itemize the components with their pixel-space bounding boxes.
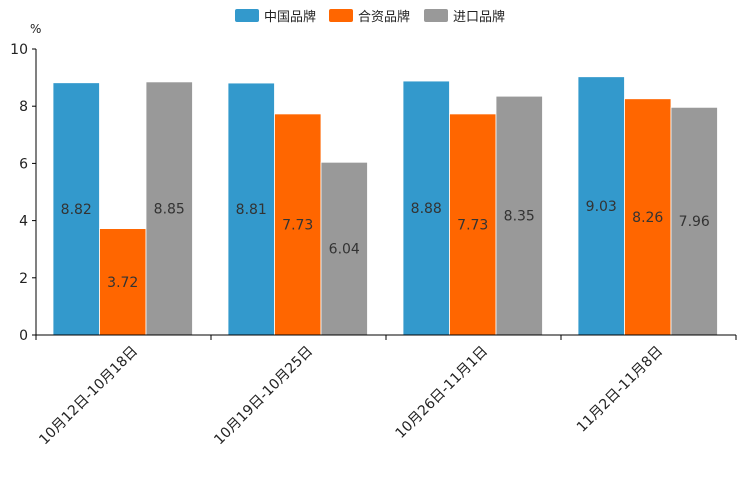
x-category-label: 10月12日-10月18日 [36, 343, 141, 448]
x-category-label: 11月2日-11月8日 [574, 343, 666, 435]
x-axis: 10月12日-10月18日 10月19日-10月25日 10月26日-11月1日 11… [35, 334, 737, 448]
legend-item[interactable]: 合资品牌 [329, 9, 410, 25]
y-axis-unit-label: % [30, 22, 41, 36]
bar [227, 82, 275, 336]
bar-value-label: 8.81 [236, 202, 267, 218]
y-tick-label: 4 [19, 214, 28, 230]
bar [320, 161, 368, 336]
value-labels: 8.82 3.72 8.85 8.81 7.73 6.04 8.88 7.73 8.35 9.03… [61, 199, 710, 291]
y-tick-label: 6 [19, 156, 28, 172]
bar-value-label: 8.82 [61, 202, 92, 218]
bar-value-label: 7.73 [457, 217, 488, 233]
bar-value-label: 3.72 [107, 275, 138, 291]
bar-value-label: 8.85 [154, 201, 185, 217]
y-tick-label: 0 [19, 328, 28, 344]
legend-item[interactable]: 进口品牌 [424, 9, 505, 25]
legend-swatch [424, 9, 448, 22]
legend-swatch [329, 9, 353, 22]
bars [52, 76, 718, 336]
legend-item[interactable]: 中国品牌 [235, 9, 316, 25]
bar-value-label: 8.35 [504, 209, 535, 225]
x-category-label: 10月19日-10月25日 [211, 343, 316, 448]
x-category-label: 10月26日-11月1日 [393, 343, 492, 442]
y-tick-label: 2 [19, 271, 28, 287]
y-axis: 0 2 4 6 8 10 [10, 42, 37, 344]
bar-value-label: 9.03 [586, 199, 617, 215]
bar [274, 113, 322, 336]
bar [624, 98, 672, 336]
legend-label: 进口品牌 [453, 9, 505, 25]
legend-swatch [235, 9, 259, 22]
y-tick-label: 8 [19, 99, 28, 115]
bar-value-label: 7.73 [282, 217, 313, 233]
bar [670, 106, 718, 336]
legend-label: 中国品牌 [264, 9, 316, 25]
y-tick-label: 10 [10, 42, 28, 58]
bar-value-label: 7.96 [679, 214, 710, 230]
legend: 中国品牌 合资品牌 进口品牌 [235, 9, 505, 25]
bar-value-label: 6.04 [329, 242, 360, 258]
bar-value-label: 8.88 [411, 201, 442, 217]
bar [145, 81, 193, 336]
bar [99, 228, 147, 336]
bar [577, 76, 625, 336]
legend-label: 合资品牌 [358, 9, 410, 25]
bar [449, 113, 497, 336]
bar-value-label: 8.26 [632, 210, 663, 226]
bar [495, 95, 543, 336]
